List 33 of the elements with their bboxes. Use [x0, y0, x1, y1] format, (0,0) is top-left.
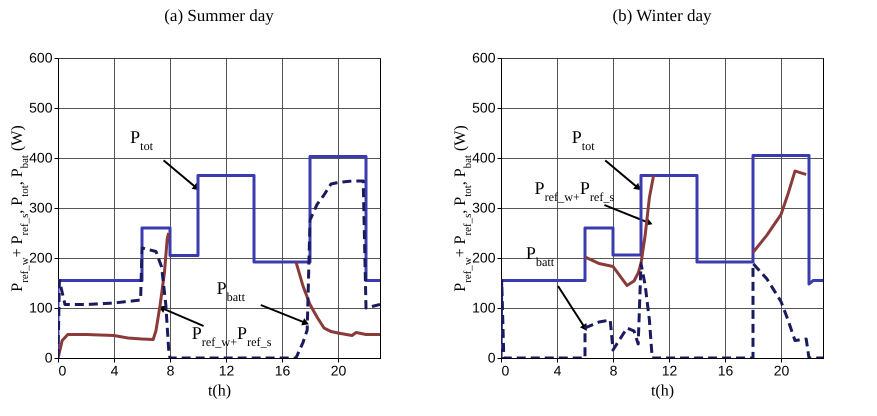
x-tick-label: 4 [110, 362, 119, 378]
x-tick-label: 12 [218, 362, 234, 378]
annotation: P$_{tot}$ [130, 127, 154, 153]
x-tick-label: 16 [274, 362, 290, 378]
x-axis-title: t(h) [650, 382, 674, 400]
x-tick-label: 0 [502, 362, 510, 378]
y-tick-label: 100 [472, 300, 496, 316]
x-tick-label: 12 [662, 362, 678, 378]
y-tick-label: 0 [44, 350, 53, 366]
y-tick-label: 400 [472, 150, 496, 166]
y-tick-label: 300 [472, 200, 496, 216]
y-tick-label: 500 [29, 100, 53, 116]
y-tick-label: 200 [472, 250, 496, 266]
annotation: P$_{tot}$ [572, 127, 596, 153]
x-tick-label: 4 [554, 362, 562, 378]
y-tick-label: 100 [29, 300, 53, 316]
y-tick-label: 300 [29, 200, 53, 216]
chart-title: (b) Winter day [612, 6, 712, 26]
x-tick-label: 8 [610, 362, 618, 378]
y-tick-label: 400 [29, 150, 53, 166]
x-tick-label: 20 [330, 362, 346, 378]
x-tick-label: 16 [718, 362, 734, 378]
x-axis-title: t(h) [208, 382, 232, 400]
x-tick-label: 20 [774, 362, 790, 378]
y-tick-label: 500 [472, 100, 496, 116]
x-tick-label: 8 [166, 362, 175, 378]
y-tick-label: 600 [472, 50, 496, 66]
chart-title: (a) Summer day [164, 6, 274, 26]
y-tick-label: 600 [29, 50, 53, 66]
y-tick-label: 0 [488, 350, 496, 366]
y-tick-label: 200 [29, 250, 53, 266]
x-tick-label: 0 [58, 362, 66, 378]
annotation: P$_{batt}$ [526, 243, 555, 269]
